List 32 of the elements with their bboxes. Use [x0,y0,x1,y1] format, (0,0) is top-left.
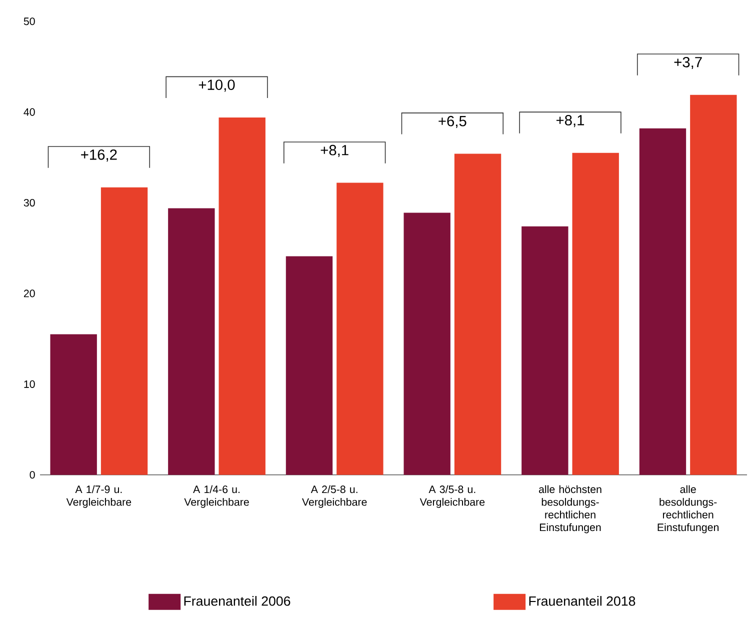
x-tick-label: alle höchsten besoldungs-rechtlichen Einstufungen [538,485,602,534]
bar [454,154,502,476]
bar [336,183,384,476]
bar [50,334,97,476]
annotation: +8,1 [556,115,584,128]
y-tick-label: 30 [24,199,35,207]
bar [639,128,686,476]
annotation: +3,7 [674,57,702,70]
bar [100,188,148,476]
bar [286,256,333,476]
x-tick-label: alle besoldungs-rechtlichen Einstufungen [658,485,719,534]
annotation: +8,1 [320,145,348,158]
legend-label: Frauenanteil 2018 [529,596,636,606]
bar [522,226,568,476]
annotation: +6,5 [438,116,466,128]
bar [218,118,266,476]
x-tick-label: A 3/5-8 u. Vergleichbare [420,485,485,508]
bar [404,212,450,476]
y-tick-label: 50 [24,18,35,26]
x-tick-label: A 2/5-8 u. Vergleichbare [302,485,367,508]
x-tick-label: A 1/7-9 u. Vergleichbare [66,485,132,508]
annotation: +16,2 [81,150,117,162]
x-tick-label: A 1/4-6 u. Vergleichbare [184,485,249,508]
bar [572,153,619,476]
y-tick-label: 40 [24,108,35,116]
bar [168,208,215,476]
y-tick-label: 0 [30,471,35,479]
bar [690,95,737,476]
annotation: +10,0 [198,80,235,92]
legend-label: Frauenanteil 2006 [184,596,290,606]
y-tick-label: 10 [24,380,35,388]
y-tick-label: 20 [24,290,35,298]
